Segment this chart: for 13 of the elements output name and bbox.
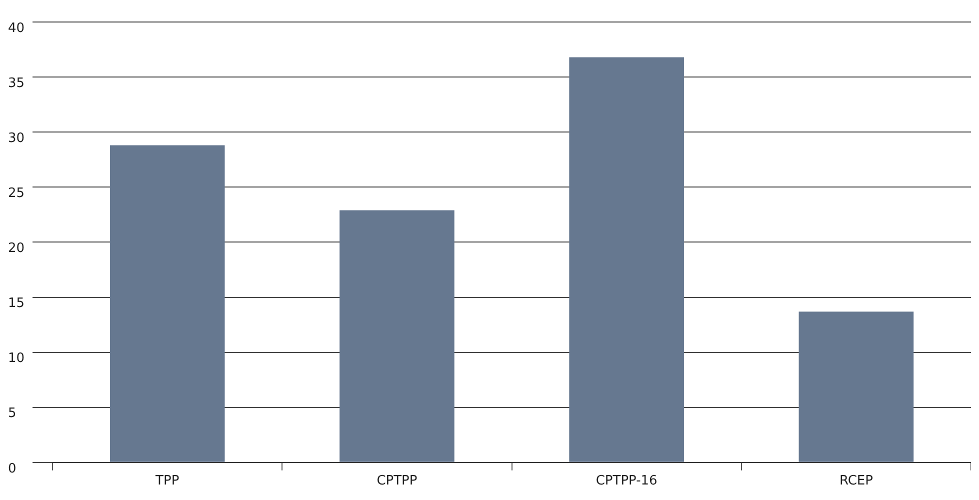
y-tick-label: 0 (8, 461, 16, 476)
x-tick-label: TPP (154, 474, 180, 489)
x-tick-label: CPTPP (376, 474, 418, 489)
x-tick-label: RCEP (839, 474, 874, 489)
x-tick-label: CPTPP-16 (596, 474, 658, 489)
y-tick-label: 20 (8, 241, 25, 256)
y-tick-label: 40 (8, 20, 25, 36)
y-tick-label: 30 (8, 130, 25, 146)
y-tick-label: 25 (8, 186, 25, 202)
y-tick-label: 35 (8, 76, 25, 91)
y-tick-label: 15 (8, 296, 25, 312)
y-tick-label: 5 (8, 406, 16, 422)
y-tick-label: 10 (8, 351, 25, 366)
